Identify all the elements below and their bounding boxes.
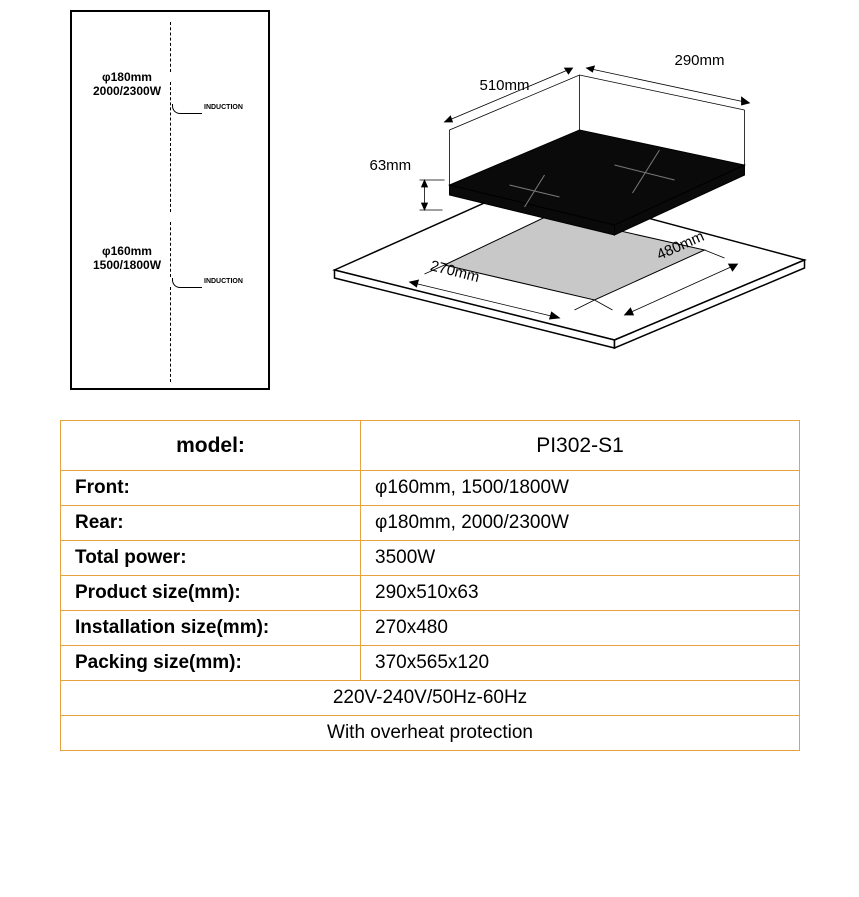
- table-row: Installation size(mm): 270x480: [61, 611, 800, 646]
- spec-table: model: PI302-S1 Front: φ160mm, 1500/1800…: [60, 420, 800, 751]
- cell-value: φ160mm, 1500/1800W: [361, 471, 800, 506]
- dim-width: 510mm: [480, 77, 530, 94]
- table-row: Total power: 3500W: [61, 541, 800, 576]
- zone2-label: φ160mm 1500/1800W: [82, 244, 172, 273]
- table-row-header: model: PI302-S1: [61, 421, 800, 471]
- table-row-full: 220V-240V/50Hz-60Hz: [61, 681, 800, 716]
- cell-full: With overheat protection: [61, 716, 800, 751]
- table-row: Product size(mm): 290x510x63: [61, 576, 800, 611]
- dim-depth: 290mm: [675, 52, 725, 69]
- cell-label: Installation size(mm):: [61, 611, 361, 646]
- dim-height: 63mm: [370, 157, 412, 174]
- table-row: Rear: φ180mm, 2000/2300W: [61, 506, 800, 541]
- zone2-power: 1500/1800W: [93, 258, 161, 272]
- cell-label: Rear:: [61, 506, 361, 541]
- zone2-diameter: φ160mm: [102, 244, 152, 258]
- cell-full: 220V-240V/50Hz-60Hz: [61, 681, 800, 716]
- cell-label: Product size(mm):: [61, 576, 361, 611]
- zone2-induction: INDUCTION: [204, 278, 243, 285]
- cell-value: 270x480: [361, 611, 800, 646]
- cell-value: 370x565x120: [361, 646, 800, 681]
- table-row-full: With overheat protection: [61, 716, 800, 751]
- isometric-diagram: 510mm 290mm 63mm: [310, 10, 819, 390]
- cell-label: Packing size(mm):: [61, 646, 361, 681]
- cell-value: 3500W: [361, 541, 800, 576]
- diagram-row: φ180mm 2000/2300W INDUCTION φ160mm 1500/…: [0, 0, 859, 400]
- cell-value: φ180mm, 2000/2300W: [361, 506, 800, 541]
- topview-diagram: φ180mm 2000/2300W INDUCTION φ160mm 1500/…: [70, 10, 270, 390]
- table-row: Front: φ160mm, 1500/1800W: [61, 471, 800, 506]
- cell-value: 290x510x63: [361, 576, 800, 611]
- zone1-induction: INDUCTION: [204, 104, 243, 111]
- cell-label: Front:: [61, 471, 361, 506]
- table-row: Packing size(mm): 370x565x120: [61, 646, 800, 681]
- hdr-value: PI302-S1: [361, 421, 800, 471]
- zone1-diameter: φ180mm: [102, 70, 152, 84]
- hdr-label: model:: [61, 421, 361, 471]
- cell-label: Total power:: [61, 541, 361, 576]
- zone1-label: φ180mm 2000/2300W: [82, 70, 172, 99]
- zone1-power: 2000/2300W: [93, 84, 161, 98]
